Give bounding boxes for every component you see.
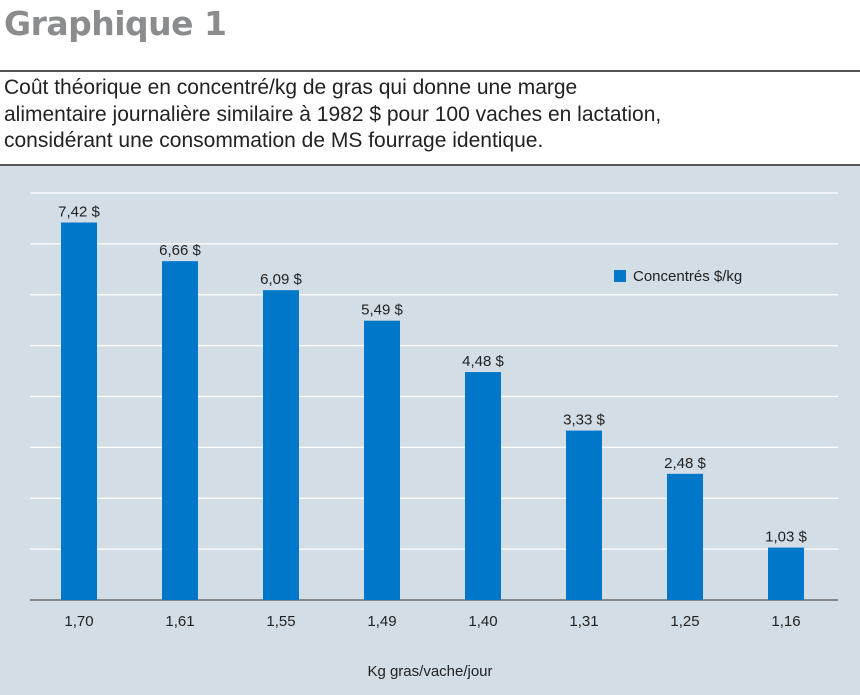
x-tick-labels: 1,70 1,61 1,55 1,49 1,40 1,31 1,25 1,16 [64,613,800,630]
x-tick-label-4: 1,49 [367,613,396,630]
bar-value-label-3: 6,09 $ [260,271,302,288]
bar-value-label-6: 3,33 $ [563,412,605,429]
caption-line-2: alimentaire journalière similaire à 1982… [4,102,662,126]
bar-6 [566,430,602,600]
bar-value-label-4: 5,49 $ [361,302,403,319]
bar-value-labels: 7,42 $ 6,66 $ 6,09 $ 5,49 $ 4,48 $ 3,33 $ 2,48… [58,204,807,546]
top-divider [0,70,860,72]
caption-line-1: Coût théorique en concentré/kg de gras q… [4,76,578,99]
x-tick-label-8: 1,16 [771,613,800,630]
bar-value-label-2: 6,66 $ [159,242,201,259]
bar-value-label-7: 2,48 $ [664,455,706,472]
legend-swatch [614,270,626,282]
bar-4 [364,320,400,600]
chart-panel: 7,42 $ 6,66 $ 6,09 $ 5,49 $ 4,48 $ 3,33 $ 2,48… [0,166,860,695]
chart-caption: Coût théorique en concentré/kg de gras q… [4,75,844,155]
bottom-divider [0,164,860,166]
bar-5 [465,372,501,600]
bar-3 [263,290,299,600]
bar-value-label-1: 7,42 $ [58,204,100,221]
bars [61,222,804,600]
x-axis-title: Kg gras/vache/jour [367,663,492,680]
x-tick-label-2: 1,61 [165,613,194,630]
legend: Concentrés $/kg [614,268,742,285]
bar-7 [667,473,703,600]
bar-1 [61,222,97,600]
bar-2 [162,261,198,600]
bar-value-label-5: 4,48 $ [462,353,504,370]
gridlines [30,192,838,550]
chart-heading: Graphique 1 [4,4,227,43]
x-tick-label-5: 1,40 [468,613,497,630]
x-tick-label-3: 1,55 [266,613,295,630]
x-tick-label-7: 1,25 [670,613,699,630]
bar-8 [768,547,804,600]
x-tick-label-1: 1,70 [64,613,93,630]
bar-value-label-8: 1,03 $ [765,529,807,546]
caption-line-3: considérant une consommation de MS fourr… [4,129,544,152]
legend-label: Concentrés $/kg [633,268,742,285]
bar-chart: 7,42 $ 6,66 $ 6,09 $ 5,49 $ 4,48 $ 3,33 $ 2,48… [30,192,838,680]
x-tick-label-6: 1,31 [569,613,598,630]
